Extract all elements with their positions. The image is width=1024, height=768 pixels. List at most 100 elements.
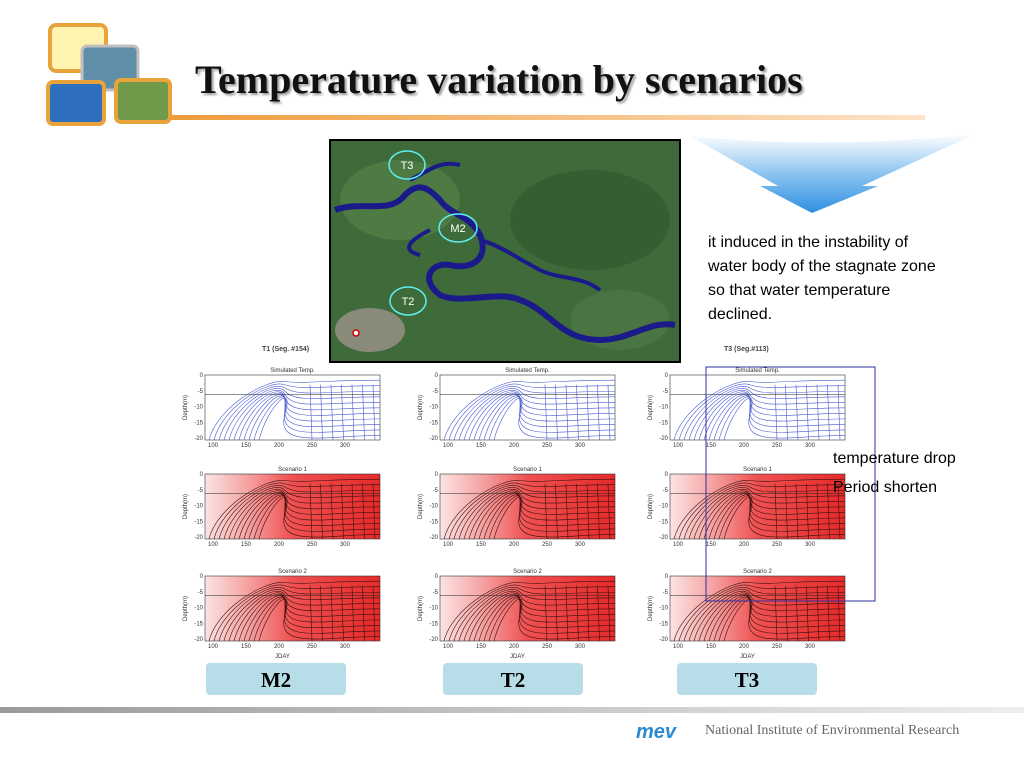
x-tick-label: 200	[274, 644, 285, 650]
contour	[223, 589, 380, 641]
x-tick-label: 100	[208, 443, 219, 449]
contour	[351, 585, 355, 641]
contour	[683, 587, 845, 641]
contour	[576, 585, 579, 641]
contour	[597, 585, 600, 641]
contour-panel: Scenario 2 100 150 200 250 300 0 -5 -10 -15 -20 Dep…	[418, 569, 616, 660]
contour	[723, 397, 845, 440]
title: Temperature variation by scenarios	[195, 57, 803, 102]
contour	[483, 395, 615, 440]
contour	[806, 384, 809, 440]
x-tick-label: 200	[509, 443, 520, 449]
contours	[208, 379, 380, 440]
contour	[258, 598, 380, 641]
contour	[565, 384, 569, 440]
contour	[208, 478, 380, 539]
contour	[488, 495, 615, 539]
contour	[208, 379, 380, 440]
contour	[248, 494, 380, 539]
contour	[243, 394, 380, 440]
x-tick-label: 100	[208, 644, 219, 650]
contour	[816, 483, 820, 539]
contour	[341, 384, 344, 440]
contour	[785, 384, 788, 440]
contour	[565, 585, 569, 641]
contour	[448, 584, 615, 641]
panel-title: Simulated Temp.	[505, 368, 550, 374]
y-axis-label: Depth(m)	[648, 596, 654, 621]
contour-panel: Simulated Temp. 100 150 200 250 300 0 -5 -10 -15 -…	[648, 368, 846, 449]
contour	[555, 585, 558, 641]
footer-org: National Institute of Environmental Rese…	[705, 723, 959, 738]
x-tick-label: 300	[805, 644, 816, 650]
x-tick-label: 100	[443, 644, 454, 650]
contour	[362, 483, 365, 539]
contour	[448, 482, 615, 539]
highlight-box	[705, 366, 876, 602]
contour	[678, 584, 845, 641]
station-label: T2	[501, 668, 526, 692]
y-tick-label: -5	[663, 590, 669, 596]
y-axis-label: Depth(m)	[648, 494, 654, 519]
contour	[213, 383, 380, 440]
contour	[827, 585, 830, 641]
y-tick-label: -5	[198, 389, 204, 395]
x-tick-label: 300	[805, 443, 816, 449]
x-tick-label: 100	[443, 443, 454, 449]
y-tick-label: -5	[433, 590, 439, 596]
y-tick-label: -10	[194, 504, 203, 510]
x-tick-label: 100	[443, 542, 454, 548]
contour	[458, 589, 615, 641]
y-tick-label: -20	[659, 436, 668, 442]
note-line: it induced in the instability of	[708, 234, 909, 251]
contour	[816, 384, 820, 440]
y-tick-label: -10	[429, 606, 438, 612]
y-tick-label: -5	[198, 488, 204, 494]
x-tick-label: 300	[340, 443, 351, 449]
contour	[443, 478, 615, 539]
contour	[708, 595, 845, 641]
callout: temperature drop	[833, 450, 956, 467]
contour	[683, 485, 845, 539]
y-tick-label: -20	[429, 436, 438, 442]
contour	[330, 483, 334, 539]
y-tick-label: 0	[435, 373, 439, 379]
y-tick-label: 0	[435, 574, 439, 580]
x-tick-label: 100	[673, 542, 684, 548]
y-axis-label: Depth(m)	[418, 596, 424, 621]
y-tick-label: -5	[663, 389, 669, 395]
contour	[555, 483, 558, 539]
contour	[544, 384, 548, 440]
y-tick-label: -15	[659, 420, 668, 426]
x-tick-label: 200	[739, 542, 750, 548]
note-line: declined.	[708, 306, 772, 323]
x-tick-label: 250	[542, 542, 553, 548]
contour	[565, 483, 569, 539]
y-tick-label: 0	[200, 472, 204, 478]
y-tick-label: -20	[659, 637, 668, 643]
title-rule	[170, 115, 925, 120]
y-tick-label: -20	[659, 535, 668, 541]
y-tick-label: 0	[200, 574, 204, 580]
contour	[320, 585, 323, 641]
map	[329, 139, 681, 363]
x-tick-label: 150	[706, 443, 717, 449]
contour	[708, 493, 845, 539]
y-tick-label: -15	[659, 621, 668, 627]
panel-title: Scenario 2	[513, 569, 542, 575]
contours	[208, 478, 380, 539]
contour	[785, 585, 788, 641]
contour	[488, 396, 615, 440]
down-arrow	[690, 134, 975, 213]
panel-title: Scenario 1	[278, 467, 307, 473]
contour	[837, 384, 841, 440]
group-title: T1 (Seg. #154)	[262, 346, 309, 353]
contours	[443, 478, 615, 539]
note-line: so that water temperature	[708, 282, 890, 299]
y-tick-label: -5	[663, 488, 669, 494]
contour	[785, 483, 788, 539]
y-tick-label: -5	[433, 488, 439, 494]
contour	[453, 386, 615, 440]
contour	[774, 585, 778, 641]
contour	[248, 395, 380, 440]
